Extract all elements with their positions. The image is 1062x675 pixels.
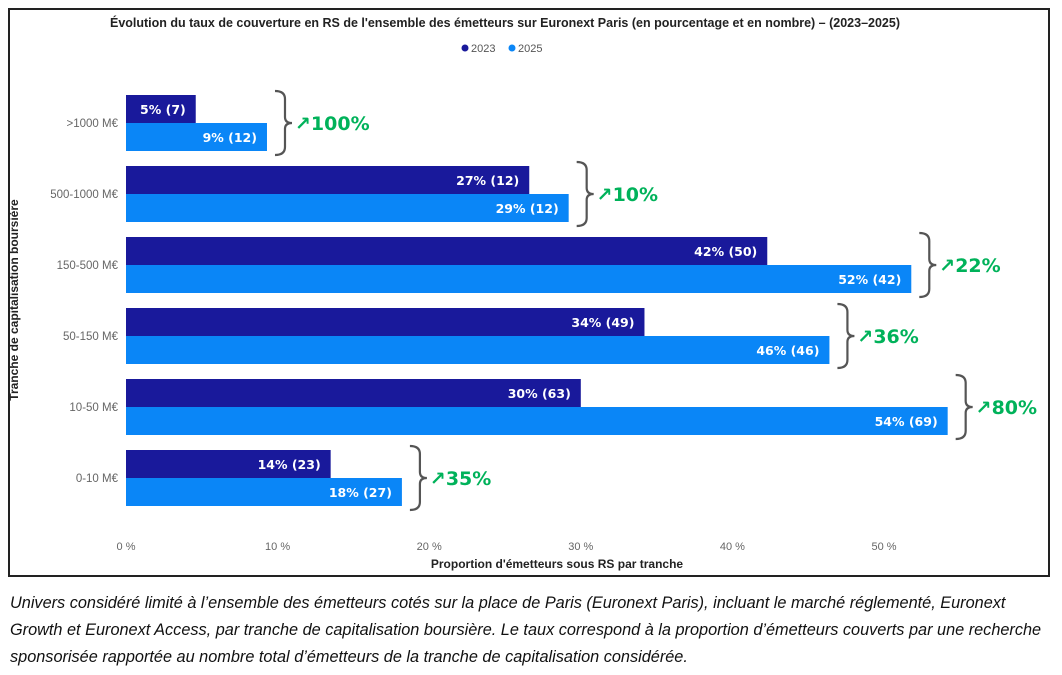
- y-tick-label: 50-150 M€: [63, 331, 119, 343]
- bar-2023: [126, 95, 196, 123]
- bar-data-label: 14% (23): [258, 457, 321, 472]
- bar-data-label: 18% (27): [329, 485, 392, 500]
- legend-marker-2025: [508, 44, 516, 52]
- growth-annotation: ↗22%: [939, 255, 1000, 277]
- legend-marker-2023: [461, 44, 469, 52]
- bar-2025: [126, 194, 569, 222]
- x-tick-label: 10 %: [265, 541, 290, 553]
- y-tick-label: 500-1000 M€: [50, 189, 118, 201]
- bar-data-label: 29% (12): [496, 201, 559, 216]
- bar-data-label: 34% (49): [571, 315, 634, 330]
- bar-data-label: 52% (42): [838, 272, 901, 287]
- legend-label-2023: 2023: [471, 43, 495, 55]
- x-axis-label: Proportion d'émetteurs sous RS par tranc…: [431, 557, 684, 571]
- bar-data-label: 54% (69): [875, 414, 938, 429]
- bar-2025: [126, 265, 912, 293]
- bracket-icon: [919, 231, 937, 299]
- bar-2023: [126, 308, 645, 336]
- y-tick-label: 10-50 M€: [69, 402, 118, 414]
- bracket-icon: [576, 160, 594, 228]
- y-tick-label: 150-500 M€: [57, 260, 119, 272]
- legend-label-2025: 2025: [518, 43, 542, 55]
- bar-data-label: 27% (12): [456, 173, 519, 188]
- bracket-icon: [409, 444, 427, 512]
- figure-caption: Univers considéré limité à l’ensemble de…: [10, 594, 1042, 666]
- bar-2023: [126, 450, 331, 478]
- growth-annotation: ↗36%: [857, 326, 918, 348]
- bar-data-label: 9% (12): [203, 130, 257, 145]
- bar-data-label: 46% (46): [756, 343, 819, 358]
- bracket-icon: [274, 89, 293, 157]
- bar-data-label: 5% (7): [140, 102, 186, 117]
- bar-data-label: 42% (50): [694, 244, 757, 259]
- bracket-icon: [837, 302, 855, 370]
- y-tick-label: >1000 M€: [67, 118, 119, 130]
- x-tick-label: 30 %: [568, 541, 593, 553]
- bar-2025: [126, 336, 830, 364]
- bar-data-label: 30% (63): [508, 386, 571, 401]
- y-axis-label: Tranche de capitalisation boursière: [7, 199, 21, 401]
- bar-2025: [126, 407, 948, 435]
- growth-annotation: ↗100%: [295, 113, 370, 135]
- growth-annotation: ↗35%: [430, 468, 491, 490]
- y-tick-label: 0-10 M€: [76, 473, 119, 485]
- growth-annotation: ↗80%: [976, 397, 1037, 419]
- bracket-icon: [955, 373, 973, 441]
- growth-annotation: ↗10%: [597, 184, 658, 206]
- bar-2025: [126, 478, 402, 506]
- x-tick-label: 20 %: [417, 541, 442, 553]
- bar-2023: [126, 237, 768, 265]
- bar-chart: Évolution du taux de couverture en RS de…: [7, 15, 1037, 571]
- chart-title: Évolution du taux de couverture en RS de…: [110, 15, 900, 30]
- legend: 2023 2025: [461, 43, 542, 55]
- x-tick-label: 50 %: [871, 541, 896, 553]
- x-tick-label: 0 %: [117, 541, 136, 553]
- bar-2023: [126, 166, 530, 194]
- x-tick-label: 40 %: [720, 541, 745, 553]
- bar-2025: [126, 123, 267, 151]
- bar-2023: [126, 379, 581, 407]
